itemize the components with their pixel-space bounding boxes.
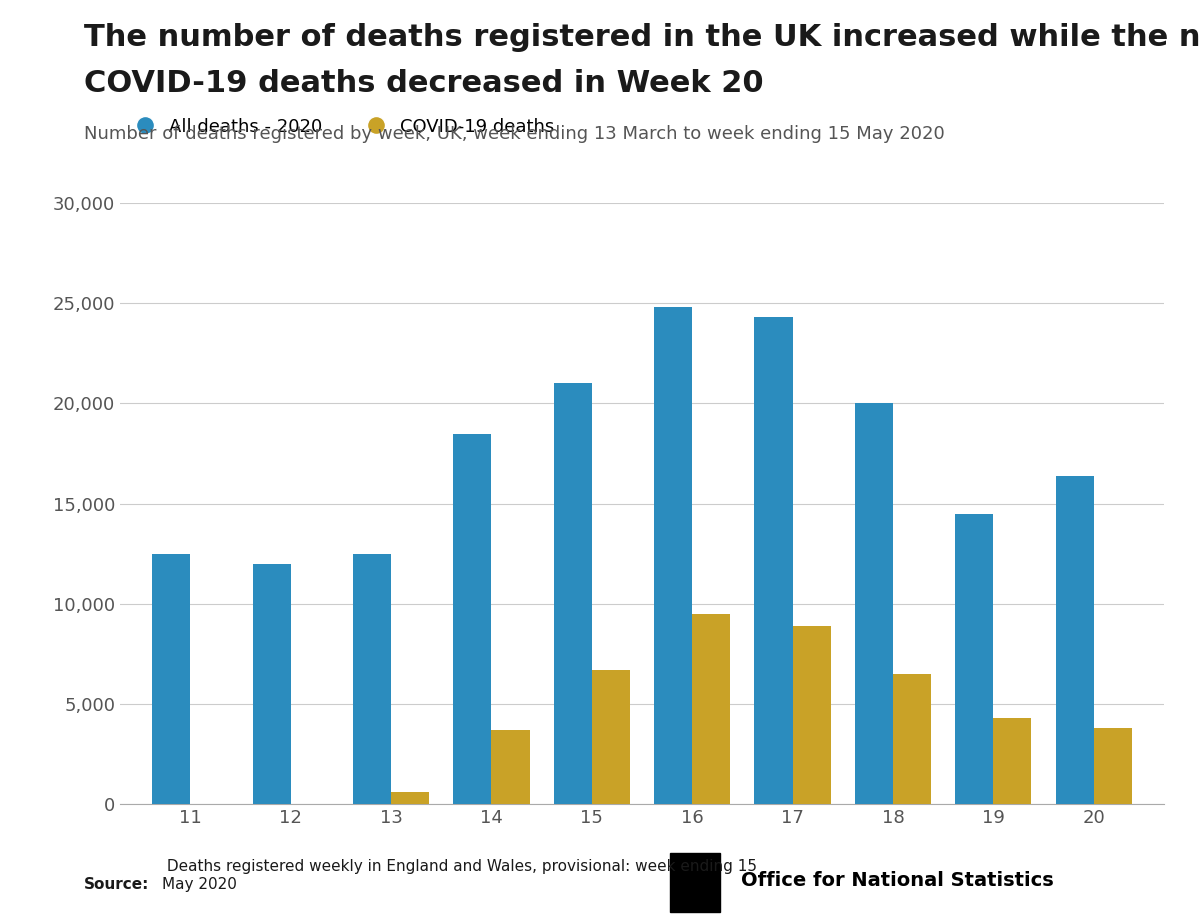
Bar — [553, 383, 592, 804]
Bar — [755, 318, 792, 804]
Text: Number of deaths registered by week, UK, week ending 13 March to week ending 15 : Number of deaths registered by week, UK,… — [84, 125, 944, 142]
Bar — [893, 674, 931, 804]
Text: Source:: Source: — [84, 877, 149, 892]
Bar — [1093, 727, 1132, 804]
Text: Office for National Statistics: Office for National Statistics — [740, 871, 1054, 891]
Bar — [854, 404, 893, 804]
Bar — [391, 792, 430, 804]
Bar — [1056, 476, 1093, 804]
Bar — [654, 308, 692, 804]
Bar — [792, 626, 830, 804]
Bar — [252, 564, 290, 804]
Legend: All deaths - 2020, COVID-19 deaths: All deaths - 2020, COVID-19 deaths — [130, 110, 562, 143]
Bar — [955, 514, 994, 804]
Bar — [353, 553, 391, 804]
Bar — [670, 853, 720, 912]
Bar — [492, 730, 529, 804]
Text: Deaths registered weekly in England and Wales, provisional: week ending 15
May 2: Deaths registered weekly in England and … — [162, 859, 757, 892]
Text: The number of deaths registered in the UK increased while the number of: The number of deaths registered in the U… — [84, 23, 1200, 52]
Bar — [994, 718, 1032, 804]
Bar — [454, 433, 492, 804]
Text: COVID-19 deaths decreased in Week 20: COVID-19 deaths decreased in Week 20 — [84, 69, 763, 98]
Bar — [592, 670, 630, 804]
Bar — [152, 553, 191, 804]
Bar — [692, 614, 731, 804]
